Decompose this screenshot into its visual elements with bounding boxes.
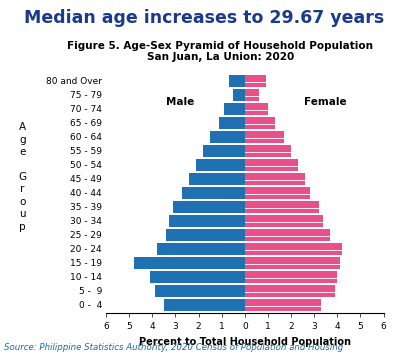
- Bar: [245, 299, 321, 311]
- Bar: [210, 131, 245, 143]
- Bar: [189, 173, 245, 185]
- Bar: [245, 229, 330, 241]
- Bar: [245, 257, 339, 269]
- Bar: [166, 229, 245, 241]
- Bar: [245, 285, 335, 297]
- Bar: [245, 243, 342, 255]
- Bar: [224, 103, 245, 115]
- X-axis label: Percent to Total Household Population: Percent to Total Household Population: [139, 337, 351, 347]
- Bar: [155, 285, 245, 297]
- Bar: [228, 75, 245, 87]
- Text: Female: Female: [304, 97, 347, 107]
- Bar: [150, 271, 245, 283]
- Bar: [233, 89, 245, 101]
- Bar: [245, 75, 266, 87]
- Text: Median age increases to 29.67 years: Median age increases to 29.67 years: [24, 9, 384, 27]
- Bar: [203, 145, 245, 157]
- Text: A
g
e

G
r
o
u
p: A g e G r o u p: [18, 122, 27, 232]
- Bar: [245, 215, 324, 227]
- Bar: [245, 117, 275, 129]
- Bar: [157, 243, 245, 255]
- Bar: [173, 201, 245, 213]
- Bar: [164, 299, 245, 311]
- Bar: [245, 131, 284, 143]
- Bar: [182, 187, 245, 199]
- Text: San Juan, La Union: 2020: San Juan, La Union: 2020: [147, 52, 294, 62]
- Bar: [134, 257, 245, 269]
- Bar: [245, 271, 337, 283]
- Bar: [220, 117, 245, 129]
- Text: Figure 5. Age-Sex Pyramid of Household Population: Figure 5. Age-Sex Pyramid of Household P…: [67, 41, 373, 51]
- Bar: [245, 89, 259, 101]
- Bar: [245, 145, 291, 157]
- Bar: [245, 173, 305, 185]
- Bar: [245, 201, 319, 213]
- Bar: [245, 103, 268, 115]
- Text: Male: Male: [166, 97, 194, 107]
- Text: Source: Philippine Statistics Authority, 2020 Census of Population and Housing: Source: Philippine Statistics Authority,…: [4, 343, 343, 352]
- Bar: [245, 159, 298, 171]
- Bar: [169, 215, 245, 227]
- Bar: [245, 187, 310, 199]
- Bar: [196, 159, 245, 171]
